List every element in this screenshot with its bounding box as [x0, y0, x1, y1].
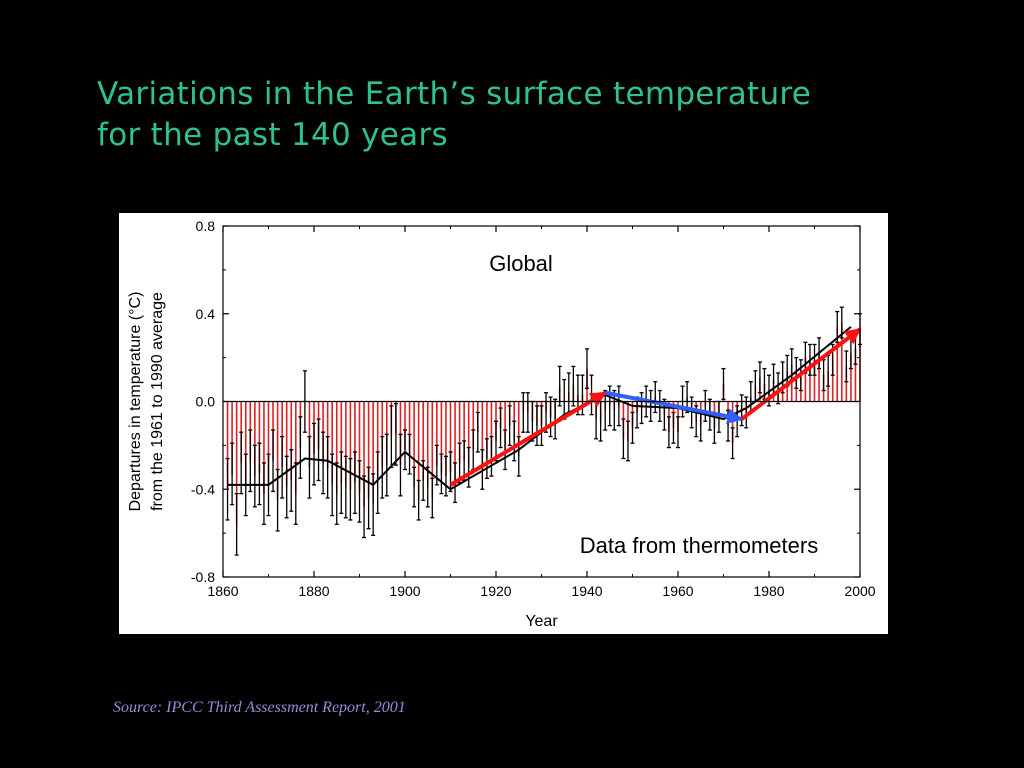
source-note: Source: IPCC Third Assessment Report, 20… [113, 699, 406, 716]
trend-arrow-warming [740, 327, 862, 421]
temperature-chart: 1860 1880 1900 1920 1940 1960 1980 2000 0.8 0.4 0.… [127, 218, 876, 630]
trend-arrows-layer [449, 327, 862, 487]
x-tick-label: 2000 [844, 583, 875, 599]
annotation-global: Global [489, 251, 553, 276]
x-tick-label: 1900 [389, 583, 420, 599]
axes: 1860 1880 1900 1920 1940 1960 1980 2000 0.8 0.4 0.… [191, 218, 876, 599]
x-axis-title: Year [525, 613, 558, 630]
slide-title: Variations in the Earth’s surface temper… [97, 74, 997, 156]
title-line-2: for the past 140 years [97, 117, 448, 153]
y-tick-label: -0.8 [191, 569, 215, 585]
chart-panel: 1860 1880 1900 1920 1940 1960 1980 2000 0.8 0.4 0.… [119, 213, 888, 634]
y-tick-label: 0.8 [196, 218, 216, 234]
x-tick-label: 1940 [571, 583, 602, 599]
x-tick-label: 1920 [480, 583, 511, 599]
y-tick-label: 0.4 [196, 306, 216, 322]
x-tick-label: 1880 [298, 583, 329, 599]
trend-arrow-warming [449, 391, 607, 487]
y-axis-title-line-2: from the 1961 to 1990 average [149, 292, 166, 511]
error-bars [225, 306, 862, 556]
title-line-1: Variations in the Earth’s surface temper… [97, 76, 812, 112]
annotation-data-source: Data from thermometers [580, 533, 818, 558]
x-tick-label: 1860 [207, 583, 238, 599]
y-axis-title-line-1: Departures in temperature (°C) [127, 292, 144, 512]
x-tick-label: 1960 [662, 583, 693, 599]
x-tick-label: 1980 [753, 583, 784, 599]
trend-arrow-cooling [604, 390, 744, 425]
y-tick-label: -0.4 [191, 481, 215, 497]
y-tick-label: 0.0 [196, 394, 216, 410]
